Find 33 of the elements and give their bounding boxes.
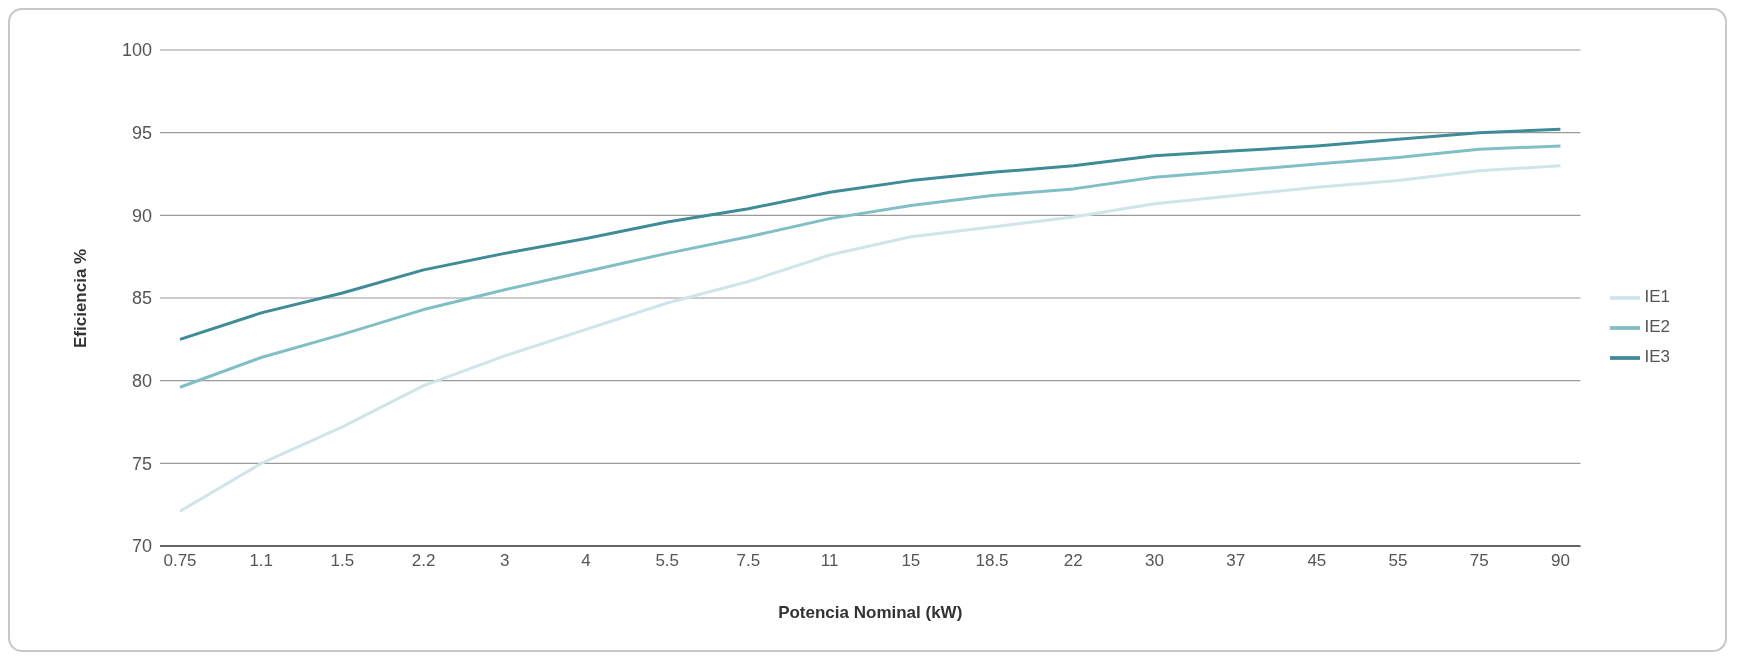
x-tick-label: 15	[901, 551, 921, 571]
x-tick-label: 0.75	[163, 551, 197, 571]
legend-label: IE3	[1644, 347, 1670, 367]
x-tick-label: 75	[1469, 551, 1489, 571]
x-tick-label: 22	[1063, 551, 1083, 571]
x-tick-label: 2.2	[411, 551, 436, 571]
legend-label: IE2	[1644, 317, 1670, 337]
x-tick-label: 30	[1144, 551, 1164, 571]
x-tick-label: 1.5	[330, 551, 355, 571]
x-tick-label: 55	[1388, 551, 1408, 571]
x-tick-label: 5.5	[655, 551, 680, 571]
x-tick-label: 4	[581, 551, 591, 571]
x-tick-label: 18.5	[975, 551, 1009, 571]
x-tick-label: 90	[1551, 551, 1570, 571]
line-series	[178, 164, 1562, 513]
legend-label: IE1	[1644, 287, 1670, 307]
y-tick-label: 70	[131, 536, 152, 557]
y-tick-label: 100	[121, 40, 152, 61]
y-tick-label: 95	[131, 123, 152, 144]
y-tick-label: 80	[131, 371, 152, 392]
x-tick-label: 7.5	[736, 551, 761, 571]
y-tick-label: 75	[131, 453, 152, 474]
x-tick-label: 1.1	[249, 551, 274, 571]
line-series	[178, 127, 1562, 341]
y-tick-label: 90	[131, 205, 152, 226]
line-series	[178, 144, 1562, 389]
x-tick-label: 3	[500, 551, 510, 571]
y-tick-label: 85	[131, 288, 152, 309]
x-tick-label: 45	[1307, 551, 1327, 571]
x-tick-label: 37	[1226, 551, 1246, 571]
y-axis-title: Eficiencia %	[71, 248, 91, 348]
x-tick-label: 11	[820, 551, 839, 571]
x-axis-title: Potencia Nominal (kW)	[778, 603, 963, 622]
